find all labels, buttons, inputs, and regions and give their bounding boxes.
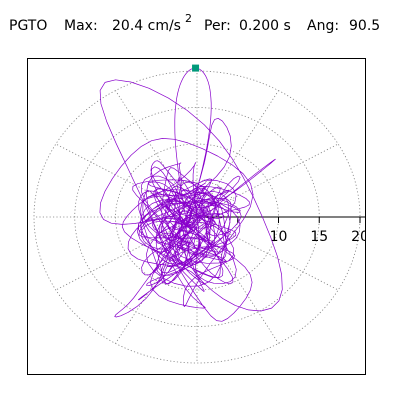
max-marker (192, 64, 200, 72)
max-value: 20.4 cm/s (112, 18, 181, 34)
grid-spoke-300 (196, 216, 279, 344)
period-label: Per: (204, 18, 231, 34)
grid-spoke-120 (115, 90, 198, 218)
radial-tick-label-20: 20 (351, 229, 366, 245)
max-label: Max: (64, 18, 98, 34)
radial-tick-label-10: 10 (270, 229, 288, 245)
radial-axis: 10 15 20 (197, 216, 366, 245)
plot-header: PGTO Max: 20.4 cm/s 2 Per: 0.200 s Ang: … (0, 0, 400, 40)
polar-plot-frame: 10 15 20 (27, 58, 366, 375)
max-marker-group (192, 64, 200, 72)
radial-tick-label-15: 15 (310, 229, 328, 245)
polar-plot: 10 15 20 (33, 64, 366, 364)
grid-spoke-150 (55, 143, 198, 218)
period-value: 0.200 s (239, 18, 291, 34)
particle-motion-trace (99, 67, 283, 322)
angle-label: Ang: (307, 18, 340, 34)
grid-spoke-240 (115, 216, 198, 344)
grid-spoke-60 (196, 90, 279, 218)
angle-value: 90.5 (349, 18, 381, 34)
station-code: PGTO (9, 18, 48, 34)
max-unit-exponent: 2 (185, 12, 192, 25)
trace-path (99, 67, 283, 322)
